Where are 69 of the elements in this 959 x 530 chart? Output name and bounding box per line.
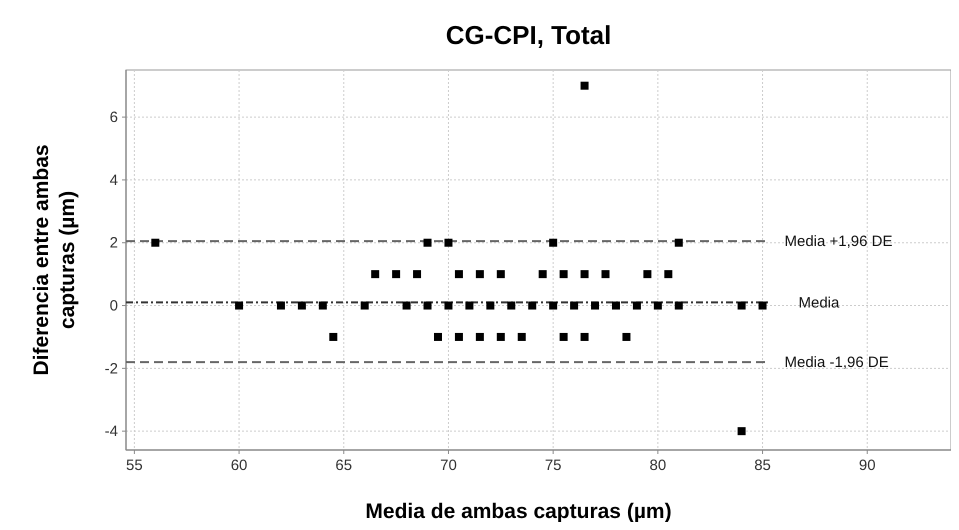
- y-tick-label: 6: [110, 109, 118, 126]
- point: [518, 332, 526, 341]
- point: [602, 270, 610, 278]
- point: [235, 302, 244, 310]
- point: [580, 82, 589, 90]
- point: [560, 270, 568, 278]
- point: [496, 270, 505, 278]
- point: [424, 238, 432, 247]
- point: [591, 302, 600, 310]
- point: [580, 270, 589, 278]
- point: [549, 302, 558, 310]
- y-tick-label: -4: [104, 423, 118, 440]
- x-tick-label: 80: [650, 457, 666, 474]
- point: [454, 270, 463, 278]
- point: [622, 332, 630, 341]
- point: [454, 332, 463, 341]
- point: [570, 302, 578, 310]
- point: [580, 332, 589, 341]
- point: [643, 270, 652, 278]
- y-tick-label: -2: [104, 360, 118, 378]
- point: [392, 270, 400, 278]
- point: [654, 302, 662, 310]
- point: [549, 238, 558, 247]
- point: [486, 302, 494, 310]
- point: [329, 332, 338, 341]
- y-tick-label: 4: [110, 172, 118, 189]
- point: [528, 302, 536, 310]
- chart-title: CG-CPI, Total: [446, 20, 612, 50]
- x-tick-label: 75: [544, 457, 562, 474]
- point: [360, 302, 369, 310]
- ref-line-label: Media -1,96 DE: [784, 354, 889, 372]
- x-tick-label: 90: [858, 457, 876, 474]
- y-tick-label: 0: [110, 298, 118, 315]
- y-axis-title: Diferencia entre ambas capturas (µm): [30, 144, 79, 376]
- point: [434, 332, 442, 341]
- point: [413, 270, 422, 278]
- point: [424, 302, 432, 310]
- point: [664, 270, 672, 278]
- point: [738, 427, 746, 436]
- x-tick-label: 55: [126, 457, 143, 474]
- point: [612, 302, 620, 310]
- x-tick-label: 85: [754, 457, 771, 474]
- point: [496, 332, 505, 341]
- point: [318, 302, 327, 310]
- point: [758, 302, 767, 310]
- point: [402, 302, 411, 310]
- x-tick-label: 60: [230, 457, 248, 474]
- x-tick-label: 65: [335, 457, 352, 474]
- point: [632, 302, 641, 310]
- ref-line-label: Media: [798, 294, 840, 312]
- point: [507, 302, 516, 310]
- point: [674, 238, 683, 247]
- point: [444, 238, 452, 247]
- x-axis-title: Media de ambas capturas (µm): [365, 500, 672, 523]
- point: [276, 302, 285, 310]
- point: [371, 270, 380, 278]
- x-tick-label: 70: [440, 457, 457, 474]
- point: [738, 302, 746, 310]
- point: [151, 238, 160, 247]
- point: [476, 270, 484, 278]
- point: [560, 332, 568, 341]
- point: [476, 332, 484, 341]
- point: [444, 302, 452, 310]
- point: [674, 302, 683, 310]
- point: [298, 302, 306, 310]
- ref-line-label: Media +1,96 DE: [784, 233, 892, 250]
- point: [465, 302, 474, 310]
- point: [538, 270, 547, 278]
- y-tick-label: 2: [110, 234, 118, 252]
